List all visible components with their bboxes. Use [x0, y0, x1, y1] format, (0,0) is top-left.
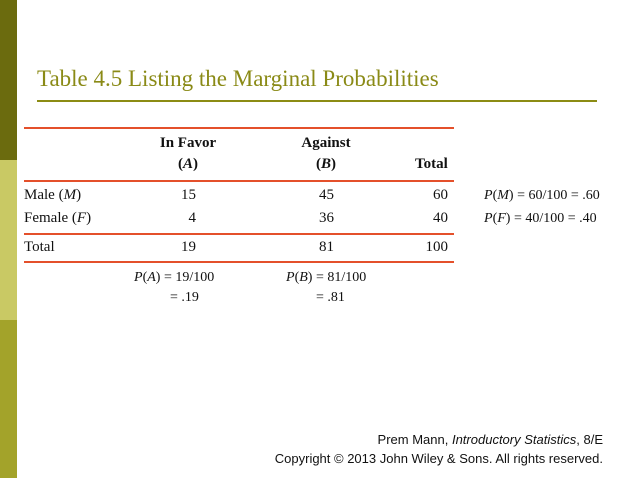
header-against: Against (B): [286, 135, 366, 173]
table-bottom-rule: [24, 261, 454, 263]
prob-against: P(B) = 81/100 = .81: [286, 270, 367, 305]
slide-title: Table 4.5 Listing the Marginal Probabili…: [37, 66, 439, 91]
cell-total-against: 81: [319, 239, 334, 255]
header-against-symbol: (B): [315, 156, 336, 172]
prob-female: P(F) = 40/100 = .40: [484, 211, 597, 226]
left-accent-bar-light: [0, 320, 17, 478]
prob-in-favor: P(A) = 19/100 = .19: [134, 270, 215, 305]
cell-male-total: 60: [433, 187, 448, 203]
table-top-rule: [24, 127, 454, 129]
header-in-favor: In Favor (A): [148, 135, 228, 173]
header-against-label: Against: [301, 135, 351, 151]
cell-male-in-favor: 15: [181, 187, 196, 203]
prob-male: P(M) = 60/100 = .60: [484, 188, 600, 203]
cell-male-against: 45: [319, 187, 334, 203]
table-total-rule: [24, 233, 454, 235]
table-header-rule: [24, 180, 454, 182]
footer-copyright: Copyright © 2013 John Wiley & Sons. All …: [274, 451, 603, 466]
row-label-female: Female (F): [24, 210, 92, 226]
footer-author-line: Prem Mann, Introductory Statistics, 8/E: [377, 432, 603, 447]
cell-female-against: 36: [319, 210, 334, 226]
cell-female-total: 40: [433, 210, 448, 226]
header-total: Total: [415, 156, 448, 172]
row-label-male: Male (M): [24, 187, 82, 203]
left-accent-bar-dark: [0, 0, 17, 160]
title-underline: [37, 100, 597, 102]
header-in-favor-symbol: (A): [177, 156, 198, 172]
cell-total-in-favor: 19: [181, 239, 196, 255]
left-accent-bar-mid: [0, 160, 17, 320]
cell-female-in-favor: 4: [188, 210, 197, 226]
header-in-favor-label: In Favor: [159, 135, 217, 151]
cell-total-total: 100: [425, 239, 449, 255]
row-label-total: Total: [24, 239, 55, 255]
